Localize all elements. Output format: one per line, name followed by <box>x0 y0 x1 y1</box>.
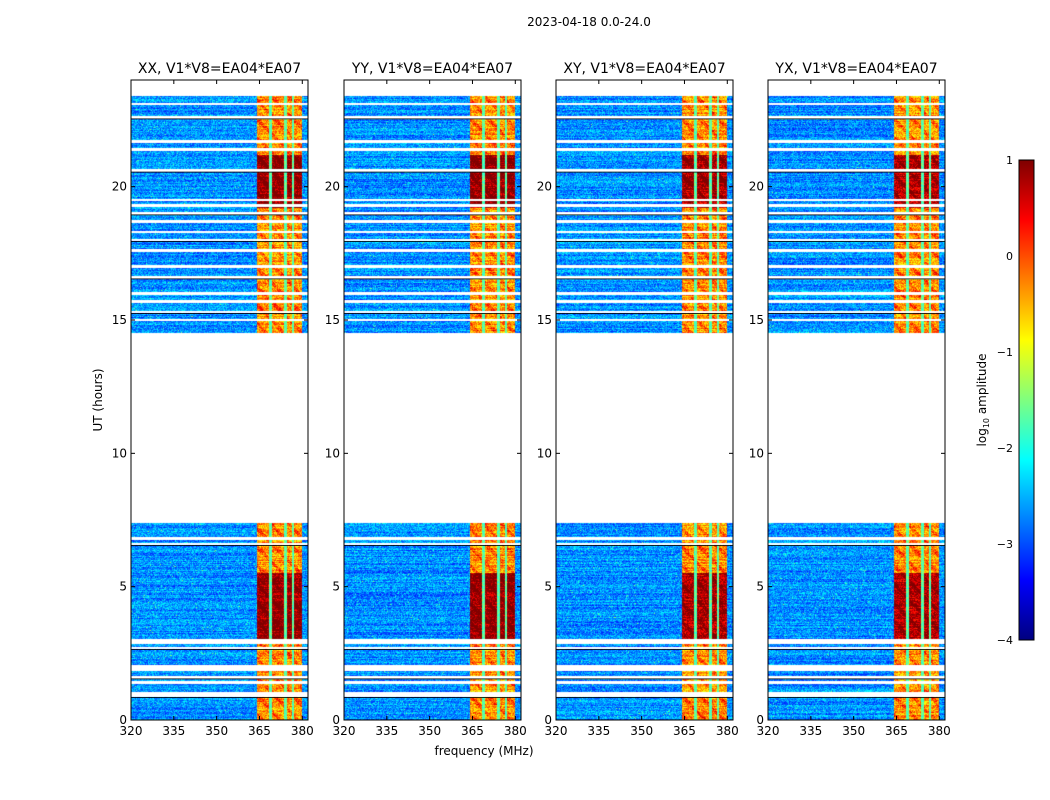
y-tick-label: 0 <box>332 713 340 727</box>
y-tick-label: 5 <box>119 580 127 594</box>
y-tick-label: 20 <box>112 180 127 194</box>
x-tick-label: 365 <box>885 724 908 738</box>
colorbar-tick-label: −2 <box>997 442 1013 455</box>
y-axis-label: UT (hours) <box>91 368 105 431</box>
x-tick-label: 335 <box>799 724 822 738</box>
x-tick-label: 335 <box>375 724 398 738</box>
panel-title: XX, V1*V8=EA04*EA07 <box>138 61 301 77</box>
panel-title: YY, V1*V8=EA04*EA07 <box>351 61 513 77</box>
colorbar-scale <box>1018 159 1035 641</box>
colorbar: 1 0 −1 −2 −3 −4 log10 amplitude <box>975 154 1035 647</box>
x-tick-label: 380 <box>928 724 951 738</box>
y-tick-label: 15 <box>112 313 127 327</box>
heatmap-image <box>768 80 945 720</box>
y-tick-label: 0 <box>119 713 127 727</box>
heatmap-image <box>344 80 521 720</box>
y-tick-label: 10 <box>325 446 340 460</box>
x-tick-label: 335 <box>162 724 185 738</box>
y-tick-label: 20 <box>749 180 764 194</box>
y-tick-label: 10 <box>112 446 127 460</box>
colorbar-label: log10 amplitude <box>975 354 991 447</box>
heatmap-image <box>556 80 733 720</box>
colorbar-tick-label: −4 <box>997 634 1013 647</box>
y-tick-label: 5 <box>544 580 552 594</box>
y-tick-label: 5 <box>332 580 340 594</box>
y-tick-label: 5 <box>756 580 764 594</box>
x-axis-label: frequency (MHz) <box>434 744 533 758</box>
y-tick-label: 10 <box>537 446 552 460</box>
y-tick-label: 15 <box>537 313 552 327</box>
y-tick-label: 10 <box>749 446 764 460</box>
panel-frame <box>555 79 734 721</box>
x-tick-label: 320 <box>120 724 143 738</box>
x-tick-label: 365 <box>461 724 484 738</box>
y-tick-label: 15 <box>325 313 340 327</box>
heatmap-image <box>131 80 308 720</box>
x-tick-label: 350 <box>205 724 228 738</box>
colorbar-tick-label: −1 <box>997 346 1013 359</box>
panel-frame <box>343 79 522 721</box>
x-tick-label: 320 <box>757 724 780 738</box>
x-tick-label: 320 <box>545 724 568 738</box>
figure-title: 2023-04-18 0.0-24.0 <box>527 15 651 29</box>
y-tick-label: 0 <box>756 713 764 727</box>
x-tick-label: 380 <box>504 724 527 738</box>
x-tick-label: 350 <box>842 724 865 738</box>
panel-title: XY, V1*V8=EA04*EA07 <box>563 61 725 77</box>
colorbar-ticks: 1 0 −1 −2 −3 −4 <box>997 154 1013 647</box>
y-tick-label: 15 <box>749 313 764 327</box>
x-tick-label: 365 <box>673 724 696 738</box>
panels-group: XX, V1*V8=EA04*EA07 320 335 350 365 380 0 5 10 15… <box>112 61 951 738</box>
panel-frame <box>767 79 946 721</box>
y-tick-label: 20 <box>537 180 552 194</box>
x-tick-label: 335 <box>587 724 610 738</box>
y-tick-label: 0 <box>544 713 552 727</box>
colorbar-tick-label: 1 <box>1006 154 1013 167</box>
panel-2: XY, V1*V8=EA04*EA07 320 335 350 365 380 0 5 10 15… <box>537 61 739 738</box>
y-tick-label: 20 <box>325 180 340 194</box>
x-tick-label: 350 <box>630 724 653 738</box>
panel-1: YY, V1*V8=EA04*EA07 320 335 350 365 380 0 5 10 15… <box>325 61 527 738</box>
panel-frame <box>130 79 309 721</box>
x-tick-label: 380 <box>716 724 739 738</box>
x-tick-label: 365 <box>248 724 271 738</box>
colorbar-tick-label: 0 <box>1006 250 1013 263</box>
panel-title: YX, V1*V8=EA04*EA07 <box>774 61 937 77</box>
x-tick-label: 350 <box>418 724 441 738</box>
panel-3: YX, V1*V8=EA04*EA07 320 335 350 365 380 0 5 10 15… <box>749 61 951 738</box>
x-tick-label: 320 <box>333 724 356 738</box>
x-tick-label: 380 <box>291 724 314 738</box>
colorbar-tick-label: −3 <box>997 538 1013 551</box>
panel-0: XX, V1*V8=EA04*EA07 320 335 350 365 380 0 5 10 15… <box>112 61 314 738</box>
